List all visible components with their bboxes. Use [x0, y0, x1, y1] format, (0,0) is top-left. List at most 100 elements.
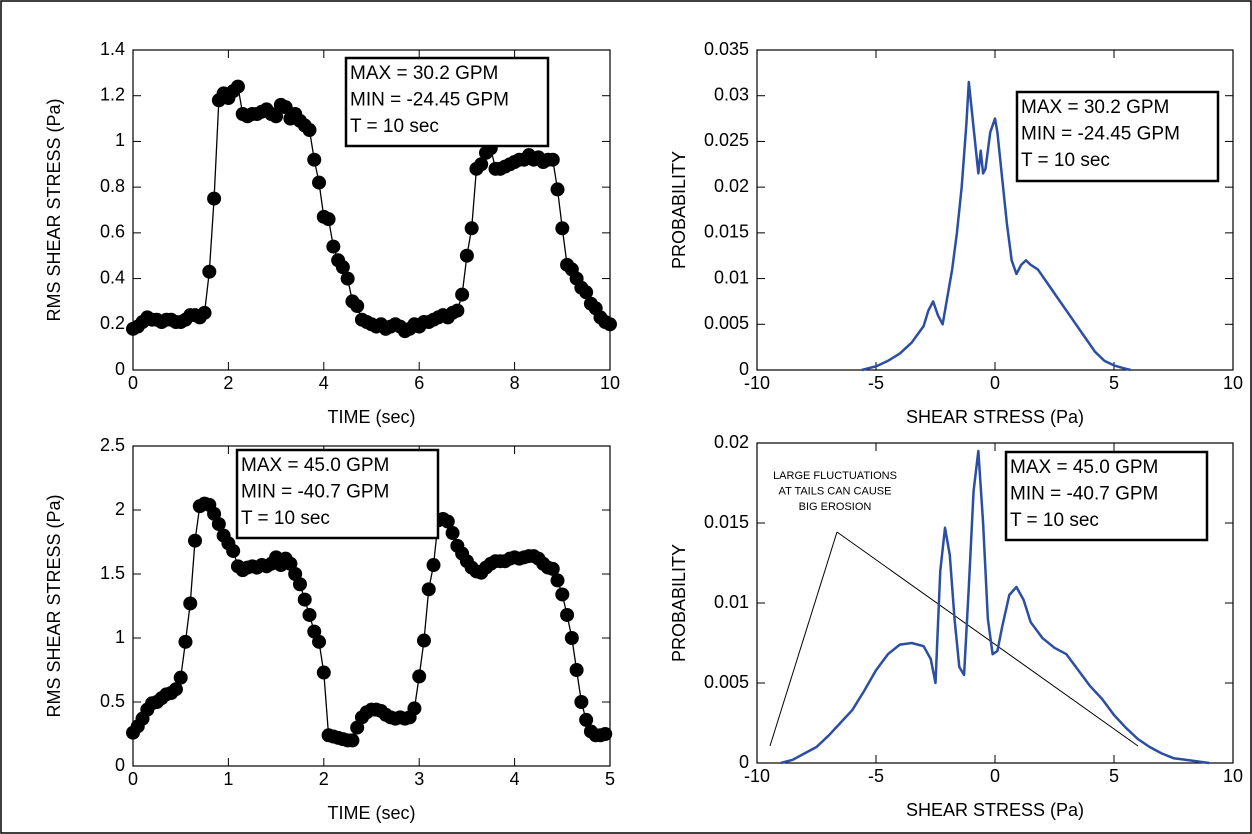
data-point — [292, 577, 307, 592]
y-tick-label: 0.005 — [704, 313, 749, 333]
data-point — [297, 592, 312, 607]
x-tick-label: 4 — [510, 769, 520, 789]
x-tick-label: 0 — [990, 373, 1000, 393]
x-tick-label: 5 — [1109, 766, 1119, 786]
annotation-box — [344, 56, 550, 148]
data-point — [312, 175, 327, 190]
x-tick-label: 0 — [128, 769, 138, 789]
data-point — [545, 561, 560, 576]
x-tick-label: -5 — [868, 373, 884, 393]
data-point — [350, 299, 365, 313]
x-axis-label: SHEAR STRESS (Pa) — [906, 407, 1084, 427]
data-point — [302, 123, 317, 137]
annotation-text: MAX = 45.0 GPM — [1010, 457, 1158, 478]
y-tick-label: 1.4 — [100, 39, 125, 59]
data-point — [440, 514, 455, 529]
annotation-text: MAX = 30.2 GPM — [350, 63, 498, 84]
x-tick-label: -5 — [868, 766, 884, 786]
data-point — [412, 669, 427, 684]
x-tick-label: 2 — [223, 373, 233, 393]
x-tick-label: 8 — [510, 373, 520, 393]
note-text: BIG EROSION — [799, 501, 872, 513]
annotation-box — [235, 448, 440, 540]
y-tick-label: 0.2 — [100, 313, 125, 333]
data-point — [569, 663, 584, 677]
data-point — [269, 109, 284, 124]
data-point — [455, 287, 470, 302]
x-tick-label: -10 — [744, 373, 770, 393]
data-point — [545, 152, 560, 167]
y-tick-label: 1.5 — [100, 563, 125, 583]
data-point — [312, 634, 327, 649]
data-point — [197, 305, 212, 320]
y-tick-label: 0.01 — [714, 267, 749, 287]
y-tick-label: 0.015 — [704, 512, 749, 532]
y-tick-label: 2 — [115, 499, 125, 519]
x-axis-label: SHEAR STRESS (Pa) — [906, 800, 1084, 820]
x-tick-label: 1 — [223, 769, 233, 789]
x-axis-label: TIME (sec) — [328, 407, 416, 427]
data-point — [555, 587, 570, 602]
note-text: AT TAILS CAN CAUSE — [779, 485, 892, 497]
data-point — [202, 264, 217, 279]
data-point — [321, 212, 336, 227]
data-point — [550, 573, 565, 588]
data-point — [173, 670, 188, 685]
y-tick-label: 2.5 — [100, 435, 125, 455]
y-axis-label: PROBABILITY — [669, 151, 689, 269]
y-axis-label: RMS SHEAR STRESS (Pa) — [44, 98, 64, 321]
y-tick-label: 0.015 — [704, 222, 749, 242]
data-point — [464, 221, 479, 236]
y-tick-label: 0.02 — [714, 176, 749, 196]
annotation-text: MAX = 30.2 GPM — [1021, 97, 1169, 118]
data-point — [326, 239, 341, 254]
annotation-text: MIN = -24.45 GPM — [1021, 124, 1180, 145]
y-tick-label: 1 — [115, 627, 125, 647]
data-point — [407, 701, 422, 716]
y-tick-label: 0.005 — [704, 672, 749, 692]
data-point — [340, 271, 355, 286]
data-line — [861, 80, 1131, 372]
data-point — [579, 712, 594, 727]
x-tick-label: 10 — [600, 373, 620, 393]
y-axis-label: PROBABILITY — [669, 544, 689, 662]
data-line — [780, 449, 1210, 765]
pointer-line — [836, 531, 1139, 747]
data-point — [555, 221, 570, 236]
data-point — [574, 695, 589, 709]
x-axis-label: TIME (sec) — [328, 803, 416, 823]
data-point — [426, 558, 441, 573]
x-tick-label: 4 — [319, 373, 329, 393]
data-point — [445, 526, 460, 541]
data-point — [335, 260, 350, 275]
x-tick-label: 10 — [1223, 373, 1243, 393]
x-tick-label: 6 — [414, 373, 424, 393]
x-tick-label: 0 — [128, 373, 138, 393]
data-point — [603, 317, 617, 332]
data-point — [550, 182, 565, 197]
y-tick-label: 0.02 — [714, 432, 749, 452]
data-point — [226, 543, 241, 558]
note-text: LARGE FLUCTUATIONS — [773, 470, 897, 482]
y-tick-label: 0 — [739, 359, 749, 379]
annotation-box — [1015, 90, 1220, 183]
x-tick-label: 10 — [1223, 766, 1243, 786]
annotation-text: MAX = 45.0 GPM — [241, 455, 389, 476]
data-point — [183, 596, 198, 611]
data-point — [560, 607, 575, 622]
data-point — [459, 248, 474, 263]
annotation-text: T = 10 sec — [1010, 510, 1099, 531]
annotation-text: T = 10 sec — [350, 116, 439, 137]
y-tick-label: 0 — [115, 359, 125, 379]
y-tick-label: 0.5 — [100, 691, 125, 711]
data-point — [207, 191, 222, 206]
annotation-text: T = 10 sec — [1021, 150, 1110, 171]
x-tick-label: 0 — [990, 766, 1000, 786]
data-point — [178, 634, 193, 649]
data-point — [579, 285, 594, 300]
x-tick-label: 5 — [605, 769, 615, 789]
data-point — [168, 682, 183, 697]
data-point — [211, 517, 226, 532]
